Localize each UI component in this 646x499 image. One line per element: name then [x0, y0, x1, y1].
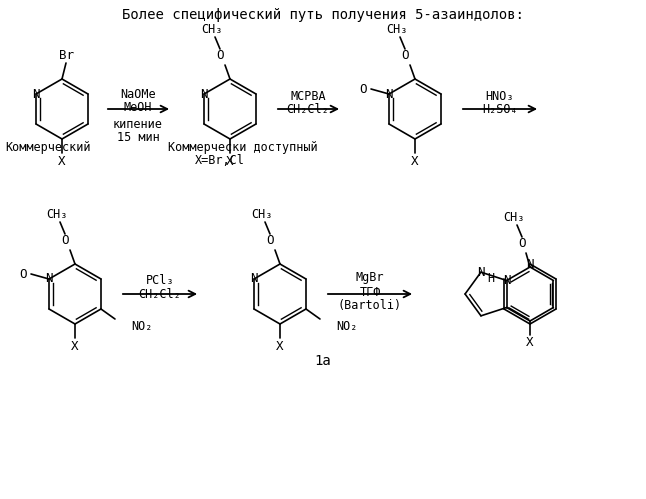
Text: N: N [526, 257, 534, 270]
Text: NO₂: NO₂ [336, 320, 357, 333]
Text: MgBr: MgBr [356, 271, 384, 284]
Text: MCPBA: MCPBA [290, 89, 326, 102]
Text: O: O [359, 82, 367, 95]
Text: 15 мин: 15 мин [117, 131, 160, 144]
Text: HNO₃: HNO₃ [486, 89, 514, 102]
Text: (Bartoli): (Bartoli) [338, 299, 402, 312]
Text: X: X [58, 155, 66, 168]
Text: N: N [250, 272, 258, 285]
Text: X: X [276, 339, 284, 352]
Text: O: O [266, 234, 274, 247]
Text: CH₃: CH₃ [503, 211, 525, 224]
Text: X=Br,Cl: X=Br,Cl [195, 154, 245, 167]
Text: O: O [61, 234, 68, 247]
Text: CH₃: CH₃ [251, 208, 273, 221]
Text: O: O [216, 48, 224, 61]
Text: N: N [200, 87, 208, 100]
Text: 1a: 1a [315, 354, 331, 368]
Text: X: X [412, 155, 419, 168]
Text: N: N [385, 87, 393, 100]
Text: CH₂Cl₂: CH₂Cl₂ [287, 102, 329, 115]
Text: Коммерческий: Коммерческий [5, 141, 90, 154]
Text: NO₂: NO₂ [131, 320, 152, 333]
Text: NaOMe: NaOMe [120, 87, 156, 100]
Text: CH₃: CH₃ [47, 208, 68, 221]
Text: ТГФ: ТГФ [359, 285, 380, 298]
Text: O: O [518, 237, 526, 250]
Text: N: N [32, 87, 40, 100]
Text: H₂SO₄: H₂SO₄ [482, 102, 518, 115]
Text: O: O [401, 48, 409, 61]
Text: CH₂Cl₂: CH₂Cl₂ [139, 287, 182, 300]
Text: X: X [71, 339, 79, 352]
Text: N: N [45, 272, 53, 285]
Text: MeOH: MeOH [124, 100, 152, 113]
Text: PCl₃: PCl₃ [146, 273, 174, 286]
Text: X: X [526, 336, 534, 349]
Text: CH₃: CH₃ [202, 22, 223, 35]
Text: кипение: кипение [113, 117, 163, 131]
Text: O: O [19, 267, 26, 280]
Text: Br: Br [59, 48, 74, 61]
Text: X: X [226, 155, 234, 168]
Text: H: H [487, 271, 494, 284]
Text: CH₃: CH₃ [386, 22, 408, 35]
Text: Более специфический путь получения 5-азаиндолов:: Более специфический путь получения 5-аза… [122, 8, 524, 22]
Text: N: N [503, 274, 510, 287]
Text: N: N [477, 265, 484, 278]
Text: Коммерчески доступный: Коммерчески доступный [168, 141, 318, 154]
